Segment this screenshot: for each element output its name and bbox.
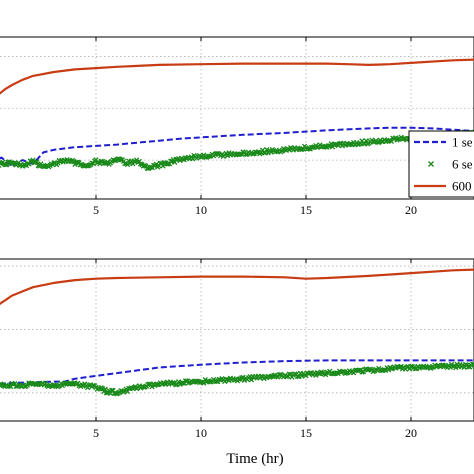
data-point xyxy=(153,161,160,167)
data-point xyxy=(194,378,200,384)
data-point xyxy=(465,364,472,370)
data-point xyxy=(469,361,474,367)
data-point xyxy=(370,139,376,145)
data-point xyxy=(161,160,167,166)
bottom-panel: 5 10 15 20 Time (hr) xyxy=(0,258,474,467)
series-line xyxy=(0,58,474,95)
legend-marker xyxy=(428,161,434,167)
x-tick-label: 20 xyxy=(405,203,417,217)
series-markers xyxy=(0,361,474,397)
data-point xyxy=(213,378,220,385)
x-tick-label: 10 xyxy=(195,426,207,440)
data-point xyxy=(180,156,186,162)
data-point xyxy=(51,160,57,166)
data-point xyxy=(201,380,207,386)
data-point xyxy=(98,158,104,164)
data-point xyxy=(315,370,322,377)
data-point xyxy=(268,149,274,155)
x-tick-label: 5 xyxy=(93,426,99,440)
x-tick-label: 20 xyxy=(405,426,417,440)
data-point xyxy=(223,376,229,383)
data-point xyxy=(118,388,124,394)
data-point xyxy=(299,373,305,379)
data-point xyxy=(175,379,182,385)
plot-frame xyxy=(0,258,474,422)
x-tick-label: 10 xyxy=(195,203,207,217)
data-point xyxy=(168,158,174,164)
series-line xyxy=(0,268,474,306)
x-tick-label: 15 xyxy=(300,203,312,217)
data-point xyxy=(306,145,312,152)
series-markers xyxy=(0,129,474,172)
legend: 1 se 6 se 600 xyxy=(408,130,474,198)
plot-area xyxy=(0,268,474,397)
legend-label: 6 se xyxy=(452,157,473,172)
data-point xyxy=(236,376,242,382)
plot-area xyxy=(0,58,474,172)
data-point xyxy=(401,135,407,142)
data-point xyxy=(154,382,161,388)
data-point xyxy=(322,371,329,378)
data-point xyxy=(408,363,414,370)
data-point xyxy=(149,384,155,390)
data-point xyxy=(118,157,124,163)
data-point xyxy=(471,361,474,367)
top-panel: 5 10 15 20 1 se 6 se 600 xyxy=(0,36,474,217)
series-line xyxy=(0,359,474,385)
x-axis-title: Time (hr) xyxy=(226,451,283,467)
x-tick-label: 15 xyxy=(300,426,312,440)
data-point xyxy=(10,160,16,166)
data-point xyxy=(63,380,70,386)
data-point xyxy=(331,371,337,377)
data-point xyxy=(355,141,361,148)
legend-label: 1 se xyxy=(452,135,473,150)
data-point xyxy=(313,372,319,378)
data-point xyxy=(339,368,346,375)
data-point xyxy=(34,159,40,165)
data-point xyxy=(13,383,19,389)
data-point xyxy=(378,138,385,145)
legend-label: 600 xyxy=(452,179,472,194)
plot-frame xyxy=(0,36,474,200)
data-point xyxy=(310,144,316,150)
x-tick-label: 5 xyxy=(93,203,99,217)
series-line xyxy=(0,126,474,168)
data-point xyxy=(21,383,28,389)
data-point xyxy=(404,364,410,370)
